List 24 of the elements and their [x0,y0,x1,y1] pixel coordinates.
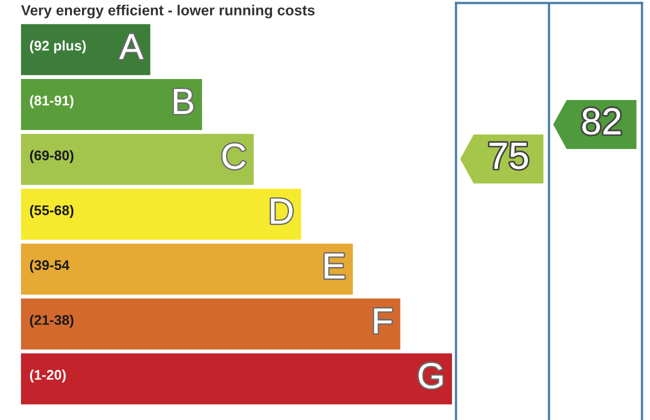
bar [21,134,254,185]
y-tick-label: E [324,254,344,278]
bar [21,79,202,130]
y-tick-label: D [271,198,292,224]
text: 82 [582,108,621,135]
bar [21,24,150,76]
y-tick-label: A [119,34,144,60]
y-tick-label: F [374,308,392,334]
bar [21,244,353,295]
annotation: (21-38) [30,314,74,328]
text: 75 [490,142,528,170]
y-tick-label: G [418,362,442,389]
chart-title: Very energy efficient - lower running costs [21,4,315,18]
bar [21,298,400,350]
y-tick-label: C [222,144,246,170]
bar [21,188,302,240]
annotation: (69-80) [30,150,74,164]
annotation: (81-91) [30,95,74,108]
annotation: (55-68) [30,205,74,218]
annotation: (39-54 [30,260,70,273]
annotation: (1-20) [30,370,66,383]
annotation: (92 plus) [30,40,86,54]
y-tick-label: B [174,89,194,114]
bar [21,353,452,404]
